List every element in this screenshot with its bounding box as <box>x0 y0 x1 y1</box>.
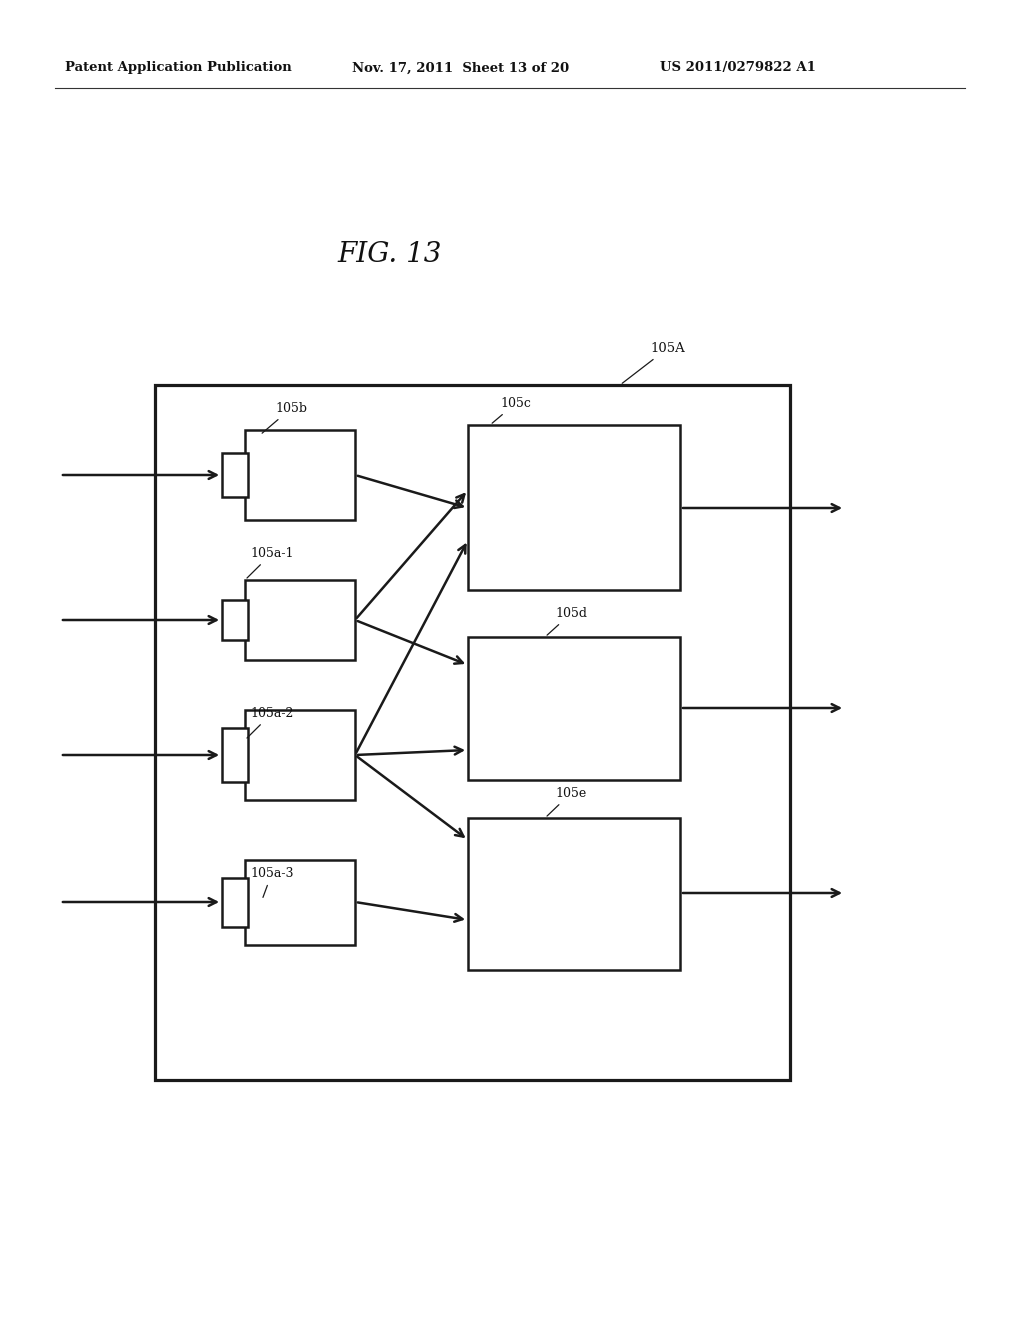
Bar <box>468 638 680 780</box>
Text: 105e: 105e <box>547 787 587 816</box>
Bar <box>468 818 680 970</box>
Bar <box>222 729 248 781</box>
Bar <box>222 878 248 927</box>
Bar <box>468 425 680 590</box>
Bar <box>245 710 355 800</box>
Bar <box>245 579 355 660</box>
Text: Nov. 17, 2011  Sheet 13 of 20: Nov. 17, 2011 Sheet 13 of 20 <box>352 62 569 74</box>
Bar <box>155 385 790 1080</box>
Text: 105a-3: 105a-3 <box>250 867 294 898</box>
Text: US 2011/0279822 A1: US 2011/0279822 A1 <box>660 62 816 74</box>
Bar <box>245 861 355 945</box>
Text: 105a-1: 105a-1 <box>247 546 294 578</box>
Bar <box>222 601 248 640</box>
Bar <box>222 453 248 498</box>
Text: 105A: 105A <box>623 342 685 383</box>
Text: FIG. 13: FIG. 13 <box>338 242 442 268</box>
Bar <box>245 430 355 520</box>
Text: 105c: 105c <box>493 397 530 424</box>
Text: 105b: 105b <box>262 403 307 433</box>
Text: 105a-2: 105a-2 <box>247 708 293 738</box>
Text: Patent Application Publication: Patent Application Publication <box>65 62 292 74</box>
Text: 105d: 105d <box>547 607 587 635</box>
